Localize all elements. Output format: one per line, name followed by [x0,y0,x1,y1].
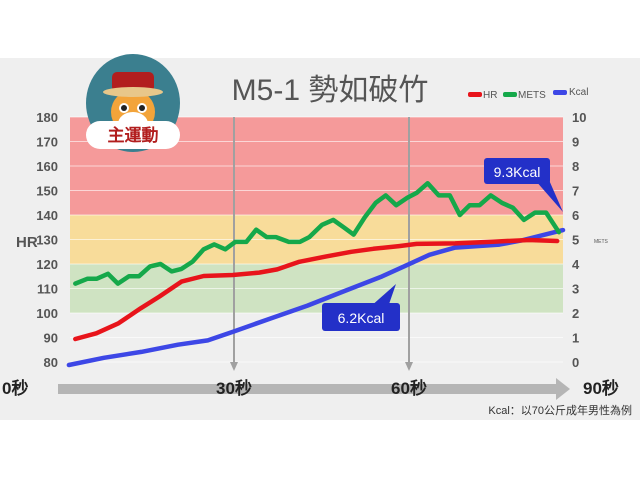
y-left-tick-label: 90 [44,331,58,346]
y-right-tick-label: 0 [572,355,579,370]
callout-6.2kcal: 6.2Kcal [322,284,400,331]
annotation-6.2kcal: 6.2Kcal [338,310,385,326]
y-right-tick-label: 10 [572,110,586,125]
legend-hr: HR [483,90,497,101]
series-line-kcal [66,227,566,368]
y-axis-left-label: HR [16,234,38,251]
y-right-tick-label: 6 [572,208,579,223]
x-tick-label: 60秒 [391,378,427,398]
legend-swatch-hr [468,92,482,97]
y-left-tick-label: 80 [44,355,58,370]
y-right-tick-label: 2 [572,306,579,321]
time-marker-arrowhead [405,362,413,371]
legend-mets: METS [518,90,546,101]
series-line-mets [73,180,562,286]
y-left-tick-label: 130 [36,233,58,248]
y-right-tick-label: 3 [572,282,579,297]
chart-title: M5-1 勢如破竹 [232,74,429,107]
y-right-tick-label: 4 [572,257,580,272]
legend: HR METS Kcal [468,87,588,101]
y-right-tick-label: 1 [572,331,579,346]
mascot-logo: 主運動 [86,54,180,152]
y-right-tick-label: 5 [572,233,579,248]
x-tick-label: 90秒 [583,378,619,398]
series-line-hr [73,237,560,342]
legend-kcal: Kcal [569,87,588,98]
y-left-tick-label: 170 [36,135,58,150]
time-marker-arrowhead [230,362,238,371]
y-right-tick-label: 9 [572,135,579,150]
y-left-tick-label: 160 [36,159,58,174]
callout-9.3kcal: 9.3Kcal [484,158,563,212]
y-left-tick-label: 150 [36,184,58,199]
y-left-tick-label: 140 [36,208,58,223]
y-left-tick-label: 120 [36,257,58,272]
y-left-tick-label: 180 [36,110,58,125]
x-tick-label: 0秒 [2,378,28,398]
y-right-tick-label: 8 [572,159,579,174]
footnote: Kcal：以70公斤成年男性為例 [488,403,632,417]
x-tick-label: 30秒 [216,378,252,398]
legend-swatch-kcal [553,90,567,95]
y-right-tick-label: 7 [572,184,579,199]
badge-label: 主運動 [108,125,159,145]
y-left-tick-label: 110 [37,282,58,297]
legend-swatch-mets [503,92,517,97]
annotation-9.3kcal: 9.3Kcal [494,164,541,180]
y-left-tick-label: 100 [36,306,58,321]
time-axis-arrow [58,378,570,400]
y-axis-right-label: METS [594,239,609,245]
